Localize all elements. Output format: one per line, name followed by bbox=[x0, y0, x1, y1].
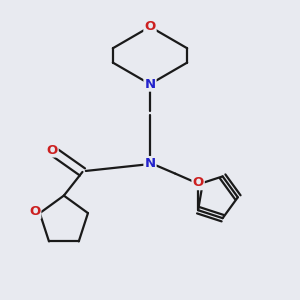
Text: O: O bbox=[193, 176, 204, 189]
Text: N: N bbox=[144, 157, 156, 170]
Text: O: O bbox=[29, 205, 40, 218]
Text: O: O bbox=[144, 20, 156, 33]
Text: O: O bbox=[46, 143, 58, 157]
Text: N: N bbox=[144, 78, 156, 91]
